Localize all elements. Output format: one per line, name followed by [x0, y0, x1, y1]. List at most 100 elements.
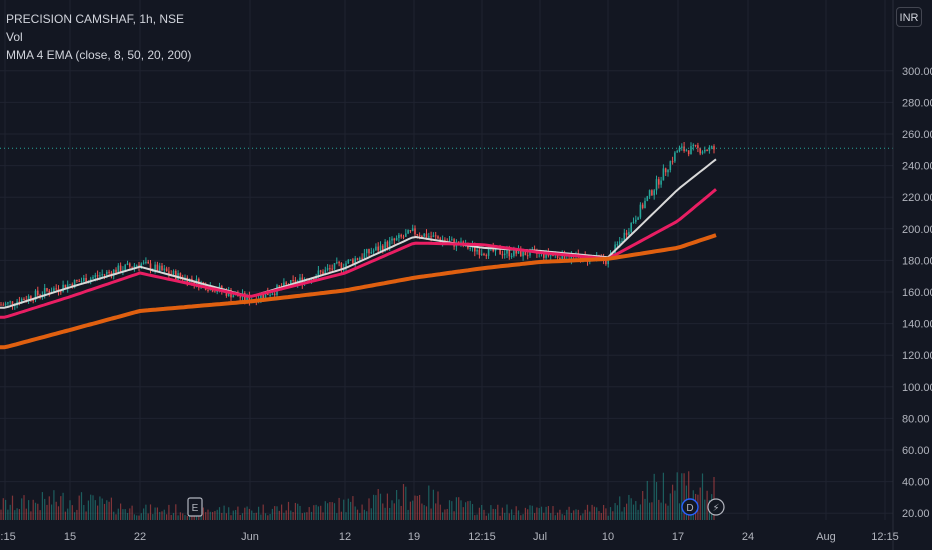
volume-bar — [391, 500, 393, 520]
volume-bar — [163, 509, 165, 520]
x-axis[interactable]: 2:15 15 22 Jun 12 19 12:15 Jul 10 17 24 Aug 12:15 — [0, 531, 899, 543]
volume-bar — [53, 490, 55, 520]
volume-bar — [515, 506, 517, 520]
volume-bar — [205, 512, 207, 520]
flash-icon[interactable]: ⚡ — [707, 498, 725, 516]
y-tick-label: 300.00 — [902, 66, 932, 78]
candle-body — [400, 234, 402, 237]
earnings-marker-label: E — [192, 503, 199, 514]
volume-bar — [688, 471, 690, 520]
candle-body — [39, 294, 41, 296]
volume-bar — [0, 509, 2, 520]
volume-bar — [483, 509, 485, 520]
candle-body — [395, 237, 398, 241]
volume-bar — [598, 511, 600, 520]
volume-bar — [161, 511, 163, 520]
volume-bar — [320, 505, 322, 520]
candle-body — [34, 290, 37, 301]
candle-body — [165, 268, 168, 272]
volume-bar — [322, 512, 324, 520]
volume-bar — [186, 515, 188, 520]
volume-bar — [607, 515, 609, 520]
volume-bar — [232, 510, 234, 520]
candle-body — [83, 277, 85, 282]
candle-body — [469, 247, 471, 249]
candle-body — [48, 290, 51, 294]
volume-bar — [462, 507, 464, 520]
volume-bar — [361, 504, 363, 520]
volume-bar — [446, 508, 448, 520]
volume-bar — [228, 507, 230, 520]
volume-bar — [614, 503, 616, 520]
volume-bar — [471, 504, 474, 520]
candle-body — [349, 259, 352, 261]
volume-bar — [69, 500, 71, 520]
volume-bar — [552, 506, 554, 520]
volume-bar — [281, 504, 283, 520]
candle-body — [119, 265, 122, 273]
volume-bar — [202, 507, 204, 520]
volume-bar — [310, 511, 313, 520]
candle-body — [239, 296, 241, 298]
y-axis[interactable]: 20.00 40.00 60.00 80.00 100.00 120.00 140.00 16… — [892, 0, 932, 550]
candle-body — [692, 144, 695, 147]
candle-body — [60, 291, 62, 293]
volume-bar — [336, 513, 338, 520]
candle-body — [46, 288, 48, 291]
candle-body — [37, 290, 39, 295]
candle-body — [290, 280, 292, 287]
candle-body — [402, 236, 405, 238]
currency-button[interactable]: INR — [896, 7, 922, 27]
volume-bar — [18, 509, 20, 520]
candle-body — [425, 233, 428, 238]
volume-bar — [83, 505, 85, 520]
candle-body — [437, 236, 439, 239]
candlesticks — [0, 142, 715, 310]
volume-bar — [632, 504, 635, 520]
candle-body — [478, 249, 481, 255]
candle-body — [78, 280, 80, 282]
candle-body — [345, 263, 347, 268]
candle-body — [278, 285, 281, 287]
volume-bar — [308, 507, 310, 520]
volume-bar — [85, 511, 87, 520]
volume-bar — [366, 511, 368, 520]
volume-bar — [209, 511, 211, 520]
volume-bar — [398, 499, 400, 520]
volume-bar — [506, 504, 508, 520]
volume-bar — [531, 505, 533, 520]
volume-bar — [179, 512, 181, 520]
volume-bar — [99, 496, 101, 520]
candle-body — [418, 234, 421, 236]
volume-bar — [11, 495, 14, 520]
candle-body — [329, 268, 331, 270]
volume-bar — [359, 513, 361, 520]
volume-bar — [701, 473, 704, 520]
candle-body — [674, 152, 676, 162]
dividend-marker[interactable]: D — [681, 498, 699, 516]
volume-bar — [223, 505, 225, 520]
volume-bar — [630, 498, 632, 520]
candle-body — [20, 298, 23, 304]
candle-body — [135, 265, 138, 267]
candle-body — [708, 147, 711, 151]
earnings-marker[interactable]: E — [187, 497, 203, 517]
volume-bar — [30, 511, 32, 520]
volume-bar — [639, 504, 641, 520]
volume-bar — [580, 515, 582, 520]
volume-bar — [428, 485, 430, 520]
ema-indicator-label[interactable]: MMA 4 EMA (close, 8, 50, 20, 200) — [6, 48, 192, 62]
candle-body — [271, 293, 274, 295]
volume-indicator-label[interactable]: Vol — [6, 30, 23, 44]
volume-bar — [389, 507, 391, 520]
volume-bar — [508, 513, 510, 520]
x-tick-label: 15 — [64, 531, 76, 543]
candle-body — [382, 245, 384, 251]
volume-bar — [653, 473, 655, 520]
volume-bar — [76, 509, 78, 520]
volume-bar — [32, 499, 34, 520]
candle-body — [651, 190, 653, 196]
volume-bar — [566, 509, 568, 520]
symbol-title[interactable]: PRECISION CAMSHAF, 1h, NSE — [6, 12, 185, 26]
